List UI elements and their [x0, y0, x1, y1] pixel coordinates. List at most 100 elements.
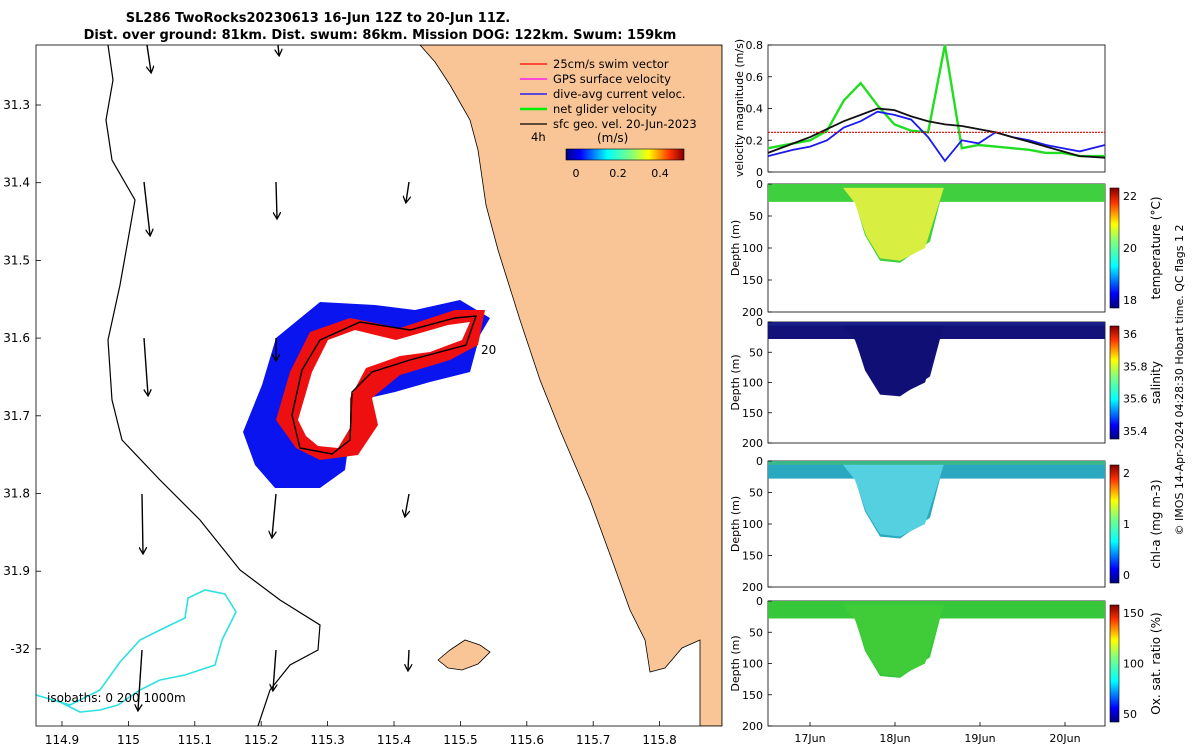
time-tick: 20Jun [1049, 732, 1080, 745]
velocity-chart-frame [767, 44, 1106, 173]
section-ytick: 200 [742, 437, 763, 450]
legend-gps-velocity: GPS surface velocity [553, 72, 671, 86]
imos-caption: © IMOS 14-Apr-2024 04:28:30 Hobart time.… [1173, 225, 1186, 536]
map-lat-tick: 31.4 [3, 176, 30, 190]
time-marker: 4h [531, 130, 546, 144]
map-lon-tick: 115.4 [377, 733, 411, 747]
time-tick: 17Jun [794, 732, 825, 745]
map-lon-tick: 115.5 [443, 733, 477, 747]
velocity-ytick: 0.4 [746, 103, 764, 116]
title-line-1: SL286 TwoRocks20230613 16-Jun 12Z to 20-… [126, 11, 511, 26]
velocity-ytick: 0.2 [746, 134, 764, 147]
map-frame [35, 44, 723, 727]
title-line-2: Dist. over ground: 81km. Dist. swum: 86k… [84, 28, 677, 43]
section-ylabel: Depth (m) [729, 635, 742, 691]
velocity-ytick: 0 [756, 166, 763, 179]
section-ylabel: Depth (m) [729, 354, 742, 410]
section-ytick: 150 [742, 407, 763, 420]
isobath-label: isobaths: 0 200 1000m [47, 691, 186, 705]
map-colorbar-tick: 0.4 [651, 167, 669, 180]
map-axes: 114.9 115 115.1 115.2 115.3 115.4 115.5 115.6 11… [3, 98, 676, 747]
section-ytick: 50 [749, 626, 763, 639]
glider-track-line [291, 315, 478, 455]
velocity-ytick: 0.8 [746, 39, 764, 52]
coastline-land [419, 45, 722, 726]
legend-net-glider: net glider velocity [553, 102, 657, 116]
section-ytick: 100 [742, 377, 763, 390]
section-ylabel: Depth (m) [729, 220, 742, 276]
section-surface-layer [768, 184, 1105, 188]
colorbar-tick: 2 [1123, 467, 1130, 480]
section-ytick: 50 [749, 346, 763, 359]
colorbar-label: salinity [1149, 361, 1163, 404]
map-colorbar [565, 148, 685, 161]
section-ytick: 150 [742, 550, 763, 563]
map-lat-tick: 31.8 [3, 487, 30, 501]
time-tick: 19Jun [964, 732, 995, 745]
velocity-series-sfc-geo-vel- [767, 107, 1106, 159]
section-colorbar [1109, 325, 1120, 440]
section-ytick: 100 [742, 242, 763, 255]
legend-sfc-geo: sfc geo. vel. 20-Jun-2023 [553, 117, 697, 131]
legend-swim-vector: 25cm/s swim vector [553, 57, 669, 71]
section-colorbar [1109, 464, 1120, 584]
section-ytick: 200 [742, 306, 763, 319]
section-ytick: 200 [742, 581, 763, 594]
section-ytick: 100 [742, 658, 763, 671]
map-lat-tick: 31.7 [3, 409, 30, 423]
section-ytick: 0 [756, 178, 763, 191]
colorbar-tick: 36 [1123, 328, 1137, 341]
colorbar-tick: 18 [1123, 294, 1137, 307]
section-panel-3: 0 50 100 150 200 Depth (m) 2 1 0 chl-a (mg m-3) [729, 455, 1163, 594]
section-ytick: 150 [742, 689, 763, 702]
time-tick: 18Jun [879, 732, 910, 745]
section-panel-2: 0 50 100 150 200 Depth (m) 36 35.8 35.6 35.4 salin… [729, 316, 1163, 450]
surface-velocity-arrows [138, 45, 409, 710]
section-ytick: 150 [742, 274, 763, 287]
section-ytick: 0 [756, 455, 763, 468]
velocity-series-net-glider-velocity [767, 44, 1105, 158]
section-surface-layer [768, 322, 1105, 326]
island [437, 639, 491, 671]
map-panel: 25cm/s swim vector GPS surface velocity … [36, 45, 722, 726]
section-panel-1: 0 50 100 150 200 Depth (m) 22 20 18 temperature (… [729, 178, 1163, 319]
section-ylabel: Depth (m) [729, 496, 742, 552]
map-lon-tick: 115.2 [244, 733, 278, 747]
section-colorbar [1109, 604, 1120, 723]
map-lon-tick: 115.6 [510, 733, 544, 747]
section-ytick: 50 [749, 210, 763, 223]
day-marker: 20 [481, 343, 496, 357]
colorbar-label: Ox. sat. ratio (%) [1149, 612, 1163, 714]
map-lon-tick: 115.1 [178, 733, 212, 747]
colorbar-tick: 35.4 [1123, 425, 1148, 438]
map-colorbar-tick: 0.2 [609, 167, 627, 180]
section-ytick: 50 [749, 487, 763, 500]
colorbar-tick: 100 [1123, 658, 1144, 671]
colorbar-tick: 50 [1123, 708, 1137, 721]
colorbar-tick: 150 [1123, 607, 1144, 620]
map-lat-tick: 31.3 [3, 98, 30, 112]
section-core-water [840, 322, 945, 395]
section-ytick: 0 [756, 316, 763, 329]
colorbar-tick: 22 [1123, 190, 1137, 203]
section-colorbar [1109, 187, 1120, 309]
velocity-ytick: 0.6 [746, 71, 764, 84]
colorbar-tick: 35.6 [1123, 393, 1148, 406]
map-legend: 25cm/s swim vector GPS surface velocity … [520, 57, 697, 180]
track-interior [298, 322, 470, 448]
velocity-chart: 0 0.2 0.4 0.6 0.8 [746, 39, 1106, 179]
map-lon-tick: 115.8 [642, 733, 676, 747]
isobath-1000m [36, 589, 237, 713]
map-lat-tick: -32 [10, 642, 30, 656]
section-surface-layer [768, 601, 1105, 605]
map-lat-tick: 31.5 [3, 253, 30, 267]
section-core-water [840, 601, 945, 676]
colorbar-label: chl-a (mg m-3) [1149, 479, 1163, 568]
section-core-water [840, 461, 945, 537]
colorbar-tick: 1 [1123, 518, 1130, 531]
map-colorbar-tick: 0 [573, 167, 580, 180]
legend-dive-avg: dive-avg current veloc. [553, 87, 686, 101]
map-lat-tick: 31.6 [3, 331, 30, 345]
map-lon-tick: 115.7 [576, 733, 610, 747]
